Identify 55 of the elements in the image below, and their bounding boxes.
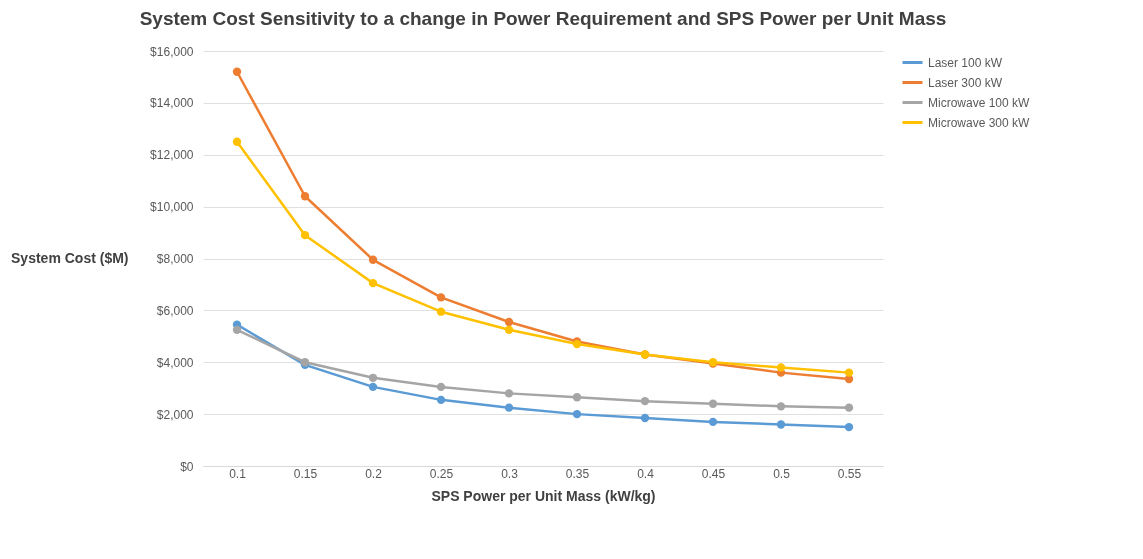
y-tick-label: $0 [180, 459, 194, 474]
legend-label: Microwave 100 kW [928, 95, 1031, 110]
x-tick-label: 0.35 [565, 466, 590, 481]
point [232, 67, 242, 76]
point [436, 293, 446, 302]
point [844, 368, 854, 377]
point [776, 420, 786, 429]
point [572, 393, 582, 402]
y-tick-label: $12,000 [150, 148, 194, 163]
chart-title: System Cost Sensitivity to a change in Power Requirement and SPS Power per Unit Mass [139, 8, 947, 29]
x-tick-label: 0.55 [837, 466, 862, 481]
y-axis-title: System Cost ($M) [11, 249, 129, 266]
point [368, 278, 378, 288]
x-tick-label: 0.1 [229, 466, 247, 481]
point [232, 137, 242, 146]
point [504, 325, 514, 334]
point [504, 389, 514, 398]
point [368, 382, 378, 392]
y-tick-label: $2,000 [156, 407, 194, 422]
point [776, 363, 786, 372]
x-tick-label: 0.3 [501, 466, 519, 481]
legend-label: Microwave 300 kW [928, 115, 1031, 130]
point [504, 403, 514, 412]
x-tick-label: 0.4 [637, 466, 655, 481]
point [776, 402, 786, 411]
point [436, 382, 446, 392]
y-tick-label: $10,000 [150, 200, 194, 215]
point [504, 317, 514, 327]
point [844, 422, 854, 432]
y-tick-label: $8,000 [156, 252, 194, 266]
y-tick-label: $6,000 [156, 303, 194, 318]
x-tick-label: 0.45 [701, 466, 726, 481]
point [232, 325, 242, 334]
point [436, 395, 446, 405]
point [300, 192, 310, 201]
x-tick-label: 0.2 [365, 466, 383, 481]
point [572, 409, 582, 419]
x-tick-label: 0.25 [429, 466, 454, 481]
point [436, 307, 446, 316]
y-tick-label: $16,000 [150, 44, 194, 59]
point [640, 396, 650, 406]
point [300, 230, 310, 240]
point [640, 413, 650, 423]
y-tick-label: $4,000 [156, 355, 194, 370]
legend-label: Laser 300 kW [928, 75, 1003, 90]
legend-label: Laser 100 kW [928, 55, 1003, 70]
point [368, 255, 378, 264]
x-axis-title: SPS Power per Unit Mass (kW/kg) [431, 487, 656, 504]
point [368, 373, 378, 382]
point [708, 399, 718, 408]
y-tick-label: $14,000 [150, 96, 194, 111]
point [844, 403, 854, 412]
x-tick-label: 0.5 [773, 466, 791, 481]
point [708, 417, 718, 427]
x-tick-label: 0.15 [293, 466, 318, 481]
